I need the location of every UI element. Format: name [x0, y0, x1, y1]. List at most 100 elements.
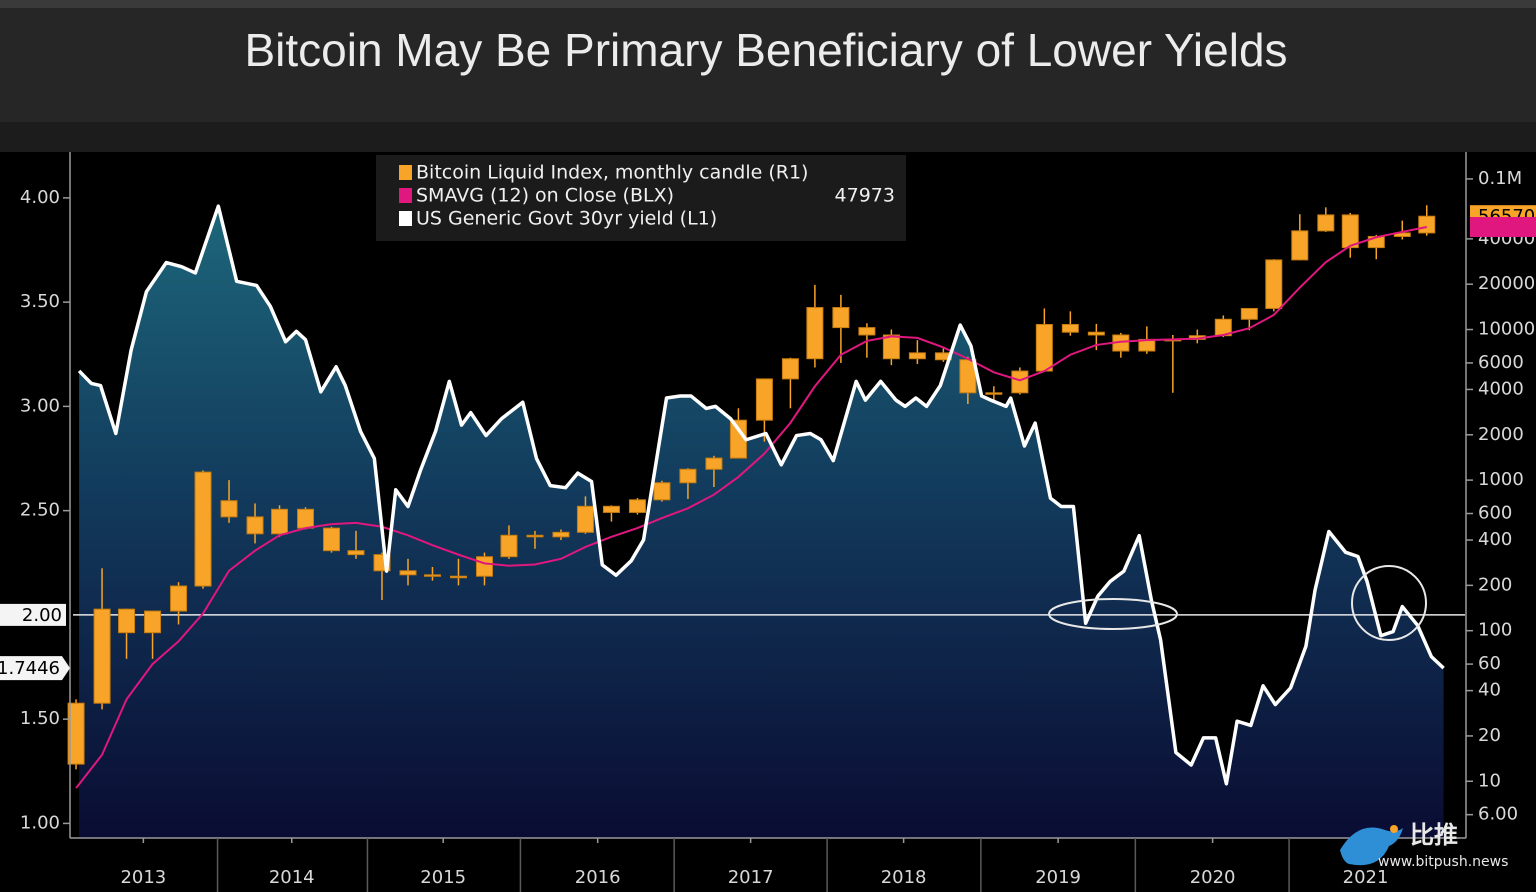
y-tick-label: 4.00 [20, 187, 60, 208]
candle-body [653, 482, 671, 501]
legend-label: SMAVG (12) on Close (BLX) [416, 185, 674, 207]
y-tick-label: 3.50 [20, 291, 60, 312]
candle-body [1011, 370, 1029, 394]
x-tick-label: 2021 [1343, 867, 1389, 888]
y2-tick-label: 4000 [1478, 378, 1524, 399]
x-tick-label: 2013 [120, 867, 166, 888]
y-tick-label: 2.50 [20, 500, 60, 521]
legend-marker [399, 188, 412, 203]
legend-marker [399, 211, 412, 226]
candle-body [781, 358, 799, 380]
candle-body [832, 307, 850, 329]
legend-value: 47973 [835, 185, 895, 207]
candle-body [246, 516, 264, 535]
candle-body [118, 608, 136, 634]
candle-layer [67, 205, 1436, 789]
candle-body [323, 527, 341, 552]
candle-body [908, 352, 926, 360]
x-tick-label: 2018 [881, 867, 927, 888]
last-value-box [0, 656, 70, 681]
candle-body [1341, 214, 1359, 249]
y2-tick-label: 600 [1478, 503, 1512, 524]
candle-body [1393, 232, 1411, 237]
y-tick-label: 3.00 [20, 395, 60, 416]
legend-label: Bitcoin Liquid Index, monthly candle (R1… [416, 162, 808, 184]
sma-last-marker [1470, 216, 1536, 237]
watermark-brand: 比推 [1410, 821, 1458, 849]
legend-marker [399, 165, 412, 180]
y2-tick-label: 2000 [1478, 424, 1524, 445]
reference-label: 2.00 [22, 605, 62, 626]
y2-tick-label: 10 [1478, 770, 1501, 791]
x-tick-label: 2016 [575, 867, 621, 888]
y2-tick-label: 1000 [1478, 469, 1524, 490]
candle-body [271, 508, 289, 535]
y2-tick-label: 10000 [1478, 319, 1535, 340]
watermark-logo [1340, 827, 1403, 866]
x-tick-label: 2017 [728, 867, 774, 888]
candle-body [93, 608, 111, 704]
candle-body [882, 334, 900, 360]
x-tick-label: 2020 [1190, 867, 1236, 888]
candle-body [985, 392, 1003, 395]
candle-body [220, 500, 238, 518]
annotation-ellipse [1048, 598, 1178, 630]
candle-body [423, 574, 441, 577]
reference-label-box [0, 603, 66, 626]
candle-body [475, 556, 493, 577]
annotation-circle [1351, 565, 1427, 641]
candle-body [1317, 214, 1335, 232]
candle-body [399, 570, 417, 576]
candle-body [67, 702, 85, 765]
candle-body [858, 327, 876, 336]
candle-body [806, 307, 824, 360]
candle-body [1265, 259, 1283, 309]
watermark-url: www.bitpush.news [1378, 854, 1508, 870]
y2-tick-label: 40 [1478, 680, 1501, 701]
y2-tick-label: 20000 [1478, 273, 1535, 294]
candle-body [576, 505, 594, 533]
x-tick-label: 2014 [269, 867, 315, 888]
watermark-dot [1390, 825, 1398, 833]
y2-tick-label: 200 [1478, 574, 1512, 595]
x-tick-label: 2019 [1035, 867, 1081, 888]
watermark: 比推 www.bitpush.news [1340, 821, 1508, 870]
y2-tick-label: 60 [1478, 653, 1501, 674]
candle-body [500, 534, 518, 558]
x-tick-label: 2015 [420, 867, 466, 888]
candle-body [1418, 215, 1436, 234]
candle-body [1291, 230, 1309, 261]
y2-tick-label: 6.00 [1478, 804, 1518, 825]
legend-box [376, 155, 906, 241]
candle-body [144, 610, 162, 634]
candle-body [705, 457, 723, 470]
chart-title: Bitcoin May Be Primary Beneficiary of Lo… [244, 24, 1287, 76]
candle-body [628, 499, 646, 513]
top-strip [0, 0, 1536, 8]
y2-tick-label: 100 [1478, 620, 1512, 641]
y2-tick-label: 20 [1478, 725, 1501, 746]
last-value-label: 1.7446 [0, 658, 60, 679]
annotations [1048, 565, 1427, 641]
line-layer [77, 204, 1445, 786]
y-tick-label: 1.00 [20, 812, 60, 833]
candle-body [1061, 323, 1079, 333]
candle-body [602, 505, 620, 513]
candle-body [1035, 323, 1053, 372]
candle-body [1087, 331, 1105, 336]
y2-tick-label: 400 [1478, 529, 1512, 550]
y2-tick-label: 0.1M [1478, 168, 1522, 189]
candle-body [194, 471, 212, 587]
candle-body [526, 534, 544, 538]
title-gap [0, 122, 1536, 152]
candle-body [170, 585, 188, 612]
candle-body [449, 575, 467, 579]
y2-tick-label: 6000 [1478, 352, 1524, 373]
candle-body [347, 550, 365, 556]
title-bar [0, 8, 1536, 122]
legend-label: US Generic Govt 30yr yield (L1) [416, 208, 717, 230]
sma-line [75, 226, 1427, 789]
candle-body [552, 531, 570, 538]
candle-body [755, 378, 773, 421]
